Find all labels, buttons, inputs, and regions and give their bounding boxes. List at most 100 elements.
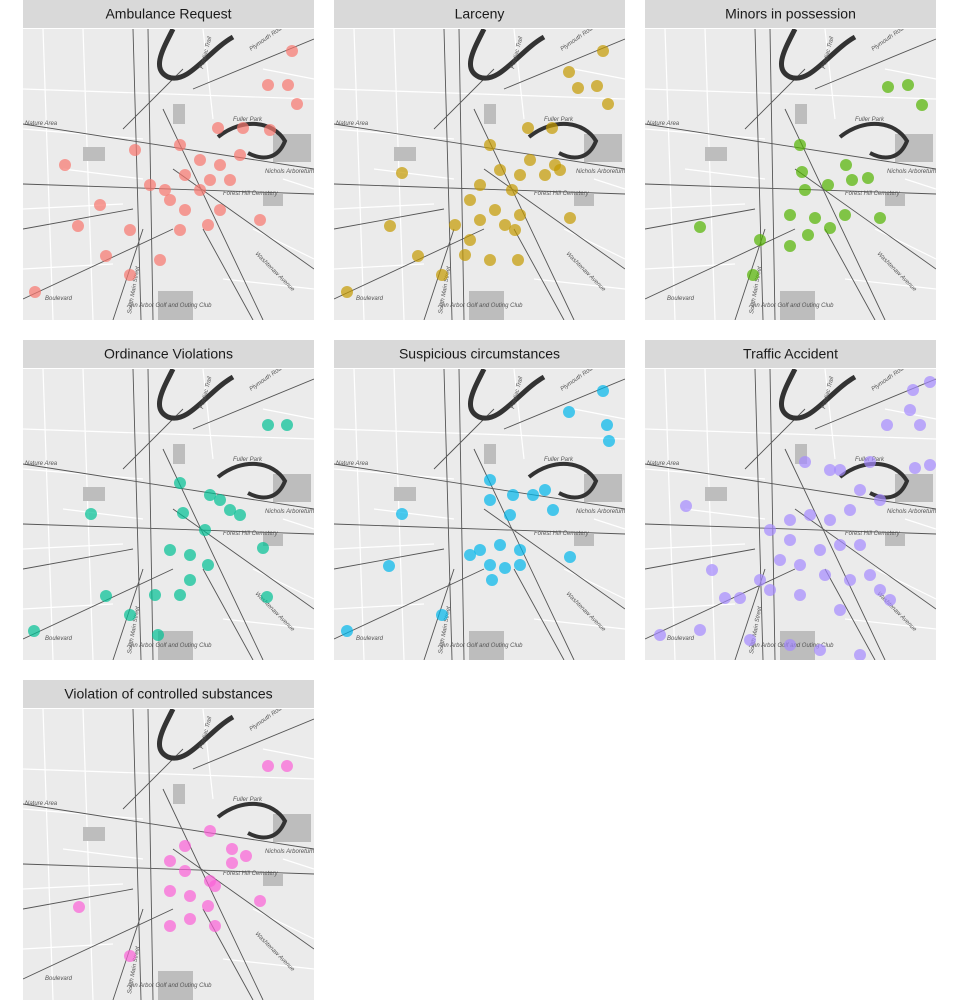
map-label: Nature Area <box>647 121 680 127</box>
incident-point <box>514 209 526 221</box>
incident-point <box>924 376 936 388</box>
incident-point <box>794 559 806 571</box>
incident-point <box>464 549 476 561</box>
incident-point <box>784 639 796 651</box>
incident-point <box>904 404 916 416</box>
map-label: Forest Hill Cemetery <box>845 531 901 537</box>
incident-point <box>291 98 303 110</box>
incident-point <box>202 900 214 912</box>
incident-point <box>59 159 71 171</box>
facet-panel: Ordinance Violations Nature Area Fuller … <box>23 340 314 660</box>
map-label: Ann Arbor Golf and Outing Club <box>126 983 212 989</box>
incident-point <box>72 220 84 232</box>
incident-point <box>719 592 731 604</box>
incident-point <box>179 204 191 216</box>
incident-point <box>597 385 609 397</box>
base-map: Nature Area Fuller Park Nichols Arboretu… <box>23 709 314 1000</box>
map-label: Nichols Arboretum <box>887 509 936 515</box>
incident-point <box>396 508 408 520</box>
incident-point <box>164 544 176 556</box>
incident-point <box>124 269 136 281</box>
incident-point <box>494 539 506 551</box>
incident-point <box>597 45 609 57</box>
incident-point <box>174 224 186 236</box>
incident-point <box>884 594 896 606</box>
incident-point <box>226 843 238 855</box>
incident-point <box>854 539 866 551</box>
incident-point <box>824 222 836 234</box>
incident-point <box>754 574 766 586</box>
facet-title: Traffic Accident <box>743 346 838 362</box>
incident-point <box>459 249 471 261</box>
incident-point <box>149 589 161 601</box>
incident-point <box>764 524 776 536</box>
incident-point <box>754 234 766 246</box>
incident-point <box>224 504 236 516</box>
incident-point <box>839 209 851 221</box>
map-label: Nichols Arboretum <box>265 169 314 175</box>
incident-point <box>864 569 876 581</box>
map-label: Nature Area <box>25 121 58 127</box>
incident-point <box>509 224 521 236</box>
incident-point <box>449 219 461 231</box>
facet-strip <box>645 340 936 368</box>
incident-point <box>809 212 821 224</box>
incident-point <box>204 825 216 837</box>
incident-point <box>194 184 206 196</box>
incident-point <box>506 184 518 196</box>
incident-point <box>601 419 613 431</box>
base-map: Nature Area Fuller Park Nichols Arboretu… <box>645 369 936 660</box>
incident-point <box>489 204 501 216</box>
map-label: Boulevard <box>45 976 73 982</box>
incident-point <box>494 164 506 176</box>
incident-point <box>204 174 216 186</box>
facet-strip <box>334 0 625 28</box>
incident-point <box>262 419 274 431</box>
incident-point <box>844 504 856 516</box>
facet-title: Larceny <box>455 6 505 22</box>
map-label: Ann Arbor Golf and Outing Club <box>437 643 523 649</box>
incident-point <box>774 554 786 566</box>
incident-point <box>914 419 926 431</box>
incident-point <box>504 509 516 521</box>
incident-point <box>282 79 294 91</box>
incident-point <box>209 920 221 932</box>
facet-strip <box>23 340 314 368</box>
incident-point <box>464 234 476 246</box>
incident-point <box>164 194 176 206</box>
incident-point <box>154 254 166 266</box>
incident-point <box>199 524 211 536</box>
incident-point <box>474 179 486 191</box>
incident-point <box>507 489 519 501</box>
incident-point <box>474 214 486 226</box>
incident-point <box>179 840 191 852</box>
incident-point <box>784 240 796 252</box>
incident-point <box>159 184 171 196</box>
incident-point <box>164 920 176 932</box>
incident-point <box>124 224 136 236</box>
incident-point <box>822 179 834 191</box>
incident-point <box>706 564 718 576</box>
incident-point <box>694 624 706 636</box>
map-label: Boulevard <box>45 296 73 302</box>
map-label: Fuller Park <box>233 117 263 123</box>
incident-point <box>499 562 511 574</box>
incident-point <box>129 144 141 156</box>
incident-point <box>281 419 293 431</box>
incident-point <box>202 559 214 571</box>
incident-point <box>909 462 921 474</box>
map-label: Nichols Arboretum <box>265 509 314 515</box>
incident-point <box>547 504 559 516</box>
map-label: Forest Hill Cemetery <box>223 871 279 877</box>
incident-point <box>694 221 706 233</box>
incident-point <box>764 584 776 596</box>
map-area: Nature Area Fuller Park Nichols Arboretu… <box>645 29 936 320</box>
incident-point <box>262 79 274 91</box>
incident-point <box>522 122 534 134</box>
incident-point <box>152 629 164 641</box>
incident-point <box>341 625 353 637</box>
incident-point <box>747 269 759 281</box>
incident-point <box>846 174 858 186</box>
incident-point <box>174 589 186 601</box>
incident-point <box>94 199 106 211</box>
